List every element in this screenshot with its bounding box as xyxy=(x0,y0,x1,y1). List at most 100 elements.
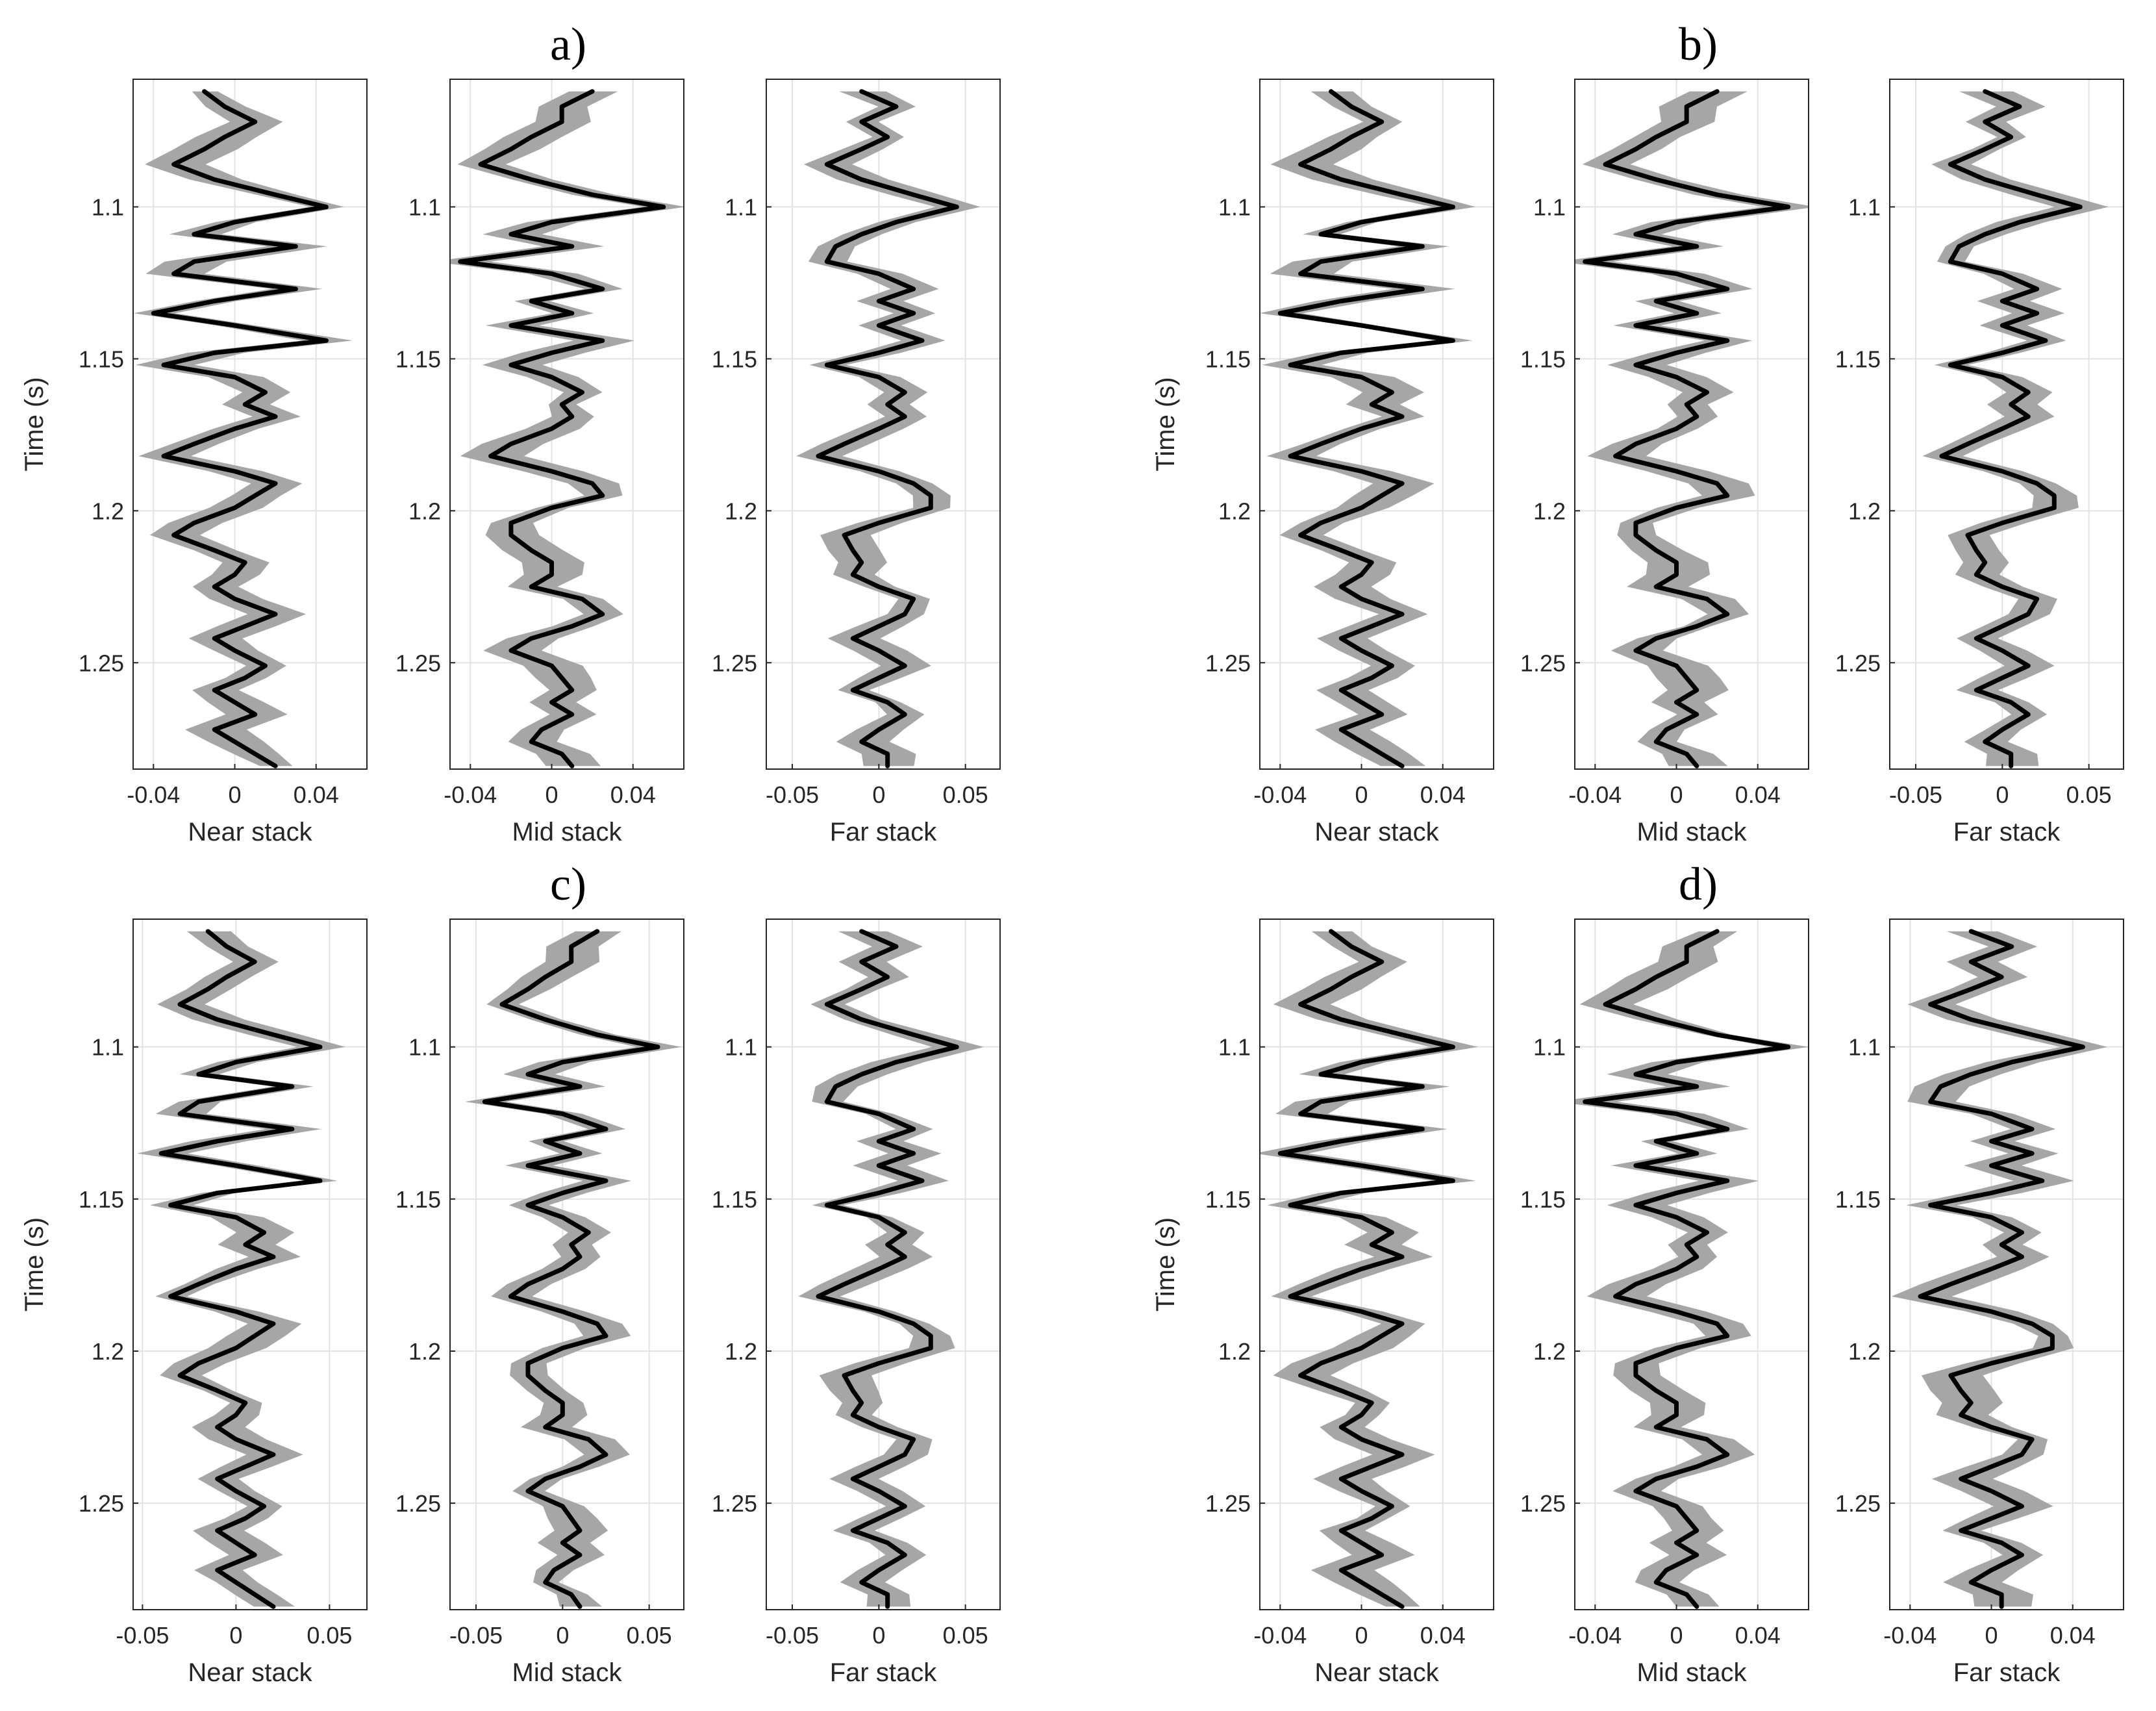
y-tick-label: 1.25 xyxy=(712,650,757,676)
y-axis-label: Time (s) xyxy=(1151,377,1180,471)
y-tick-label: 1.15 xyxy=(712,346,757,372)
y-axis-label: Time (s) xyxy=(20,377,49,471)
y-tick-label: 1.1 xyxy=(1218,1034,1251,1061)
x-tick-label: 0.04 xyxy=(1735,1622,1781,1649)
x-tick-label: 0 xyxy=(1996,781,2009,808)
y-tick-label: 1.1 xyxy=(92,194,124,220)
y-tick-label: 1.2 xyxy=(1533,1338,1566,1365)
axes-box xyxy=(132,79,368,770)
y-tick-label: 1.2 xyxy=(1848,1338,1881,1365)
x-tick-label: 0 xyxy=(229,1622,242,1649)
y-tick-label: 1.15 xyxy=(1205,1186,1251,1213)
y-tick-label: 1.1 xyxy=(1848,1034,1881,1061)
y-tick-label: 1.2 xyxy=(725,1338,757,1365)
y-axis-label: Time (s) xyxy=(20,1217,49,1312)
x-tick-label: 0.04 xyxy=(610,781,656,808)
uncertainty-band xyxy=(1891,931,2108,1607)
y-tick-label: 1.2 xyxy=(408,1338,441,1365)
y-axis-label: Time (s) xyxy=(1151,1217,1180,1312)
subplot-b-mid: -0.04 0 0.04 1.1 1.15 1.2 1.25 Mid stack xyxy=(1520,79,1809,846)
x-tick-label: 0.04 xyxy=(1735,781,1781,808)
subplot-b-far: -0.05 0 0.05 1.1 1.15 1.2 1.25 Far stack xyxy=(1835,79,2124,846)
x-tick-label: 0.05 xyxy=(627,1622,672,1649)
trace-line xyxy=(816,929,959,1609)
x-tick-label: -0.04 xyxy=(1568,1622,1622,1649)
x-axis-label: Near stack xyxy=(1314,818,1439,846)
y-tick-label: 1.25 xyxy=(395,650,441,676)
x-tick-label: 0.05 xyxy=(943,1622,988,1649)
subplot-c-far: -0.05 0 0.05 1.1 1.15 1.2 1.25 Far stack xyxy=(712,919,1001,1687)
y-tick-label: 1.2 xyxy=(1218,498,1251,524)
y-tick-label: 1.25 xyxy=(1205,650,1251,676)
x-tick-label: -0.05 xyxy=(116,1622,169,1649)
y-tick-label: 1.1 xyxy=(725,194,757,220)
axes-box xyxy=(1574,79,1809,770)
y-tick-label: 1.25 xyxy=(712,1490,757,1517)
y-tick-label: 1.25 xyxy=(79,650,124,676)
x-tick-label: 0 xyxy=(1355,781,1368,808)
y-tick-label: 1.25 xyxy=(1835,650,1881,676)
x-tick-label: 0 xyxy=(229,781,242,808)
y-tick-label: 1.2 xyxy=(725,498,757,524)
x-axis-label: Far stack xyxy=(1953,818,2061,846)
y-tick-label: 1.25 xyxy=(1520,1490,1566,1517)
subplot-c-mid: -0.05 0 0.05 1.1 1.15 1.2 1.25 Mid stack xyxy=(395,919,684,1687)
uncertainty-band xyxy=(134,91,353,767)
x-tick-label: -0.04 xyxy=(1253,1622,1307,1649)
subplot-b-near: -0.04 0 0.04 1.1 1.15 1.2 1.25 Near stack Time (… xyxy=(1151,79,1494,846)
axes-box xyxy=(449,79,684,770)
axes-box xyxy=(1889,79,2124,770)
y-tick-label: 1.15 xyxy=(79,1186,124,1213)
trace-line xyxy=(1277,929,1455,1609)
x-axis-label: Mid stack xyxy=(512,1658,623,1687)
trace-line xyxy=(816,89,959,768)
x-tick-label: 0.05 xyxy=(943,781,988,808)
y-tick-label: 1.15 xyxy=(1520,1186,1566,1213)
x-tick-label: -0.04 xyxy=(1883,1622,1937,1649)
x-tick-label: -0.05 xyxy=(1889,781,1942,808)
x-tick-label: 0 xyxy=(556,1622,569,1649)
x-tick-label: -0.05 xyxy=(766,1622,819,1649)
trace-line xyxy=(1583,89,1791,768)
subplot-a-far: -0.05 0 0.05 1.1 1.15 1.2 1.25 Far stack xyxy=(712,79,1001,846)
x-tick-label: 0 xyxy=(1985,1622,1998,1649)
x-tick-label: 0.04 xyxy=(1420,781,1466,808)
x-axis-label: Far stack xyxy=(830,818,937,846)
subplot-a-near: -0.04 0 0.04 1.1 1.15 1.2 1.25 Near stack Time (… xyxy=(20,79,368,846)
y-tick-label: 1.2 xyxy=(1533,498,1566,524)
x-tick-label: 0 xyxy=(1670,781,1683,808)
y-tick-label: 1.1 xyxy=(1533,194,1566,220)
panel-letter: d) xyxy=(1679,858,1718,910)
y-tick-label: 1.1 xyxy=(1533,1034,1566,1061)
axes-box xyxy=(1574,919,1809,1610)
axes-box xyxy=(1889,919,2124,1610)
y-tick-label: 1.25 xyxy=(1520,650,1566,676)
y-tick-label: 1.25 xyxy=(79,1490,124,1517)
x-tick-label: -0.04 xyxy=(127,781,180,808)
x-tick-label: 0.04 xyxy=(1420,1622,1466,1649)
x-tick-label: 0.04 xyxy=(294,781,339,808)
x-tick-label: 0 xyxy=(1355,1622,1368,1649)
x-tick-label: 0 xyxy=(872,781,885,808)
trace-line xyxy=(482,929,660,1609)
x-axis-label: Mid stack xyxy=(512,818,623,846)
panel-letter: a) xyxy=(550,18,586,70)
x-tick-label: 0 xyxy=(545,781,558,808)
x-tick-label: -0.04 xyxy=(444,781,497,808)
panel-letter: c) xyxy=(550,858,586,910)
y-tick-label: 1.25 xyxy=(395,1490,441,1517)
x-tick-label: -0.04 xyxy=(1568,781,1622,808)
axes-box xyxy=(1259,919,1494,1610)
trace-line xyxy=(458,89,666,768)
x-axis-label: Near stack xyxy=(188,1658,312,1687)
y-tick-label: 1.15 xyxy=(395,346,441,372)
axes-box xyxy=(449,919,684,1610)
x-tick-label: 0.04 xyxy=(2050,1622,2096,1649)
y-tick-label: 1.1 xyxy=(408,194,441,220)
y-tick-label: 1.15 xyxy=(1835,346,1881,372)
y-tick-label: 1.15 xyxy=(712,1186,757,1213)
trace-line xyxy=(1918,929,2085,1609)
x-axis-label: Far stack xyxy=(830,1658,937,1687)
subplot-d-mid: -0.04 0 0.04 1.1 1.15 1.2 1.25 Mid stack xyxy=(1520,919,1809,1687)
y-tick-label: 1.1 xyxy=(408,1034,441,1061)
